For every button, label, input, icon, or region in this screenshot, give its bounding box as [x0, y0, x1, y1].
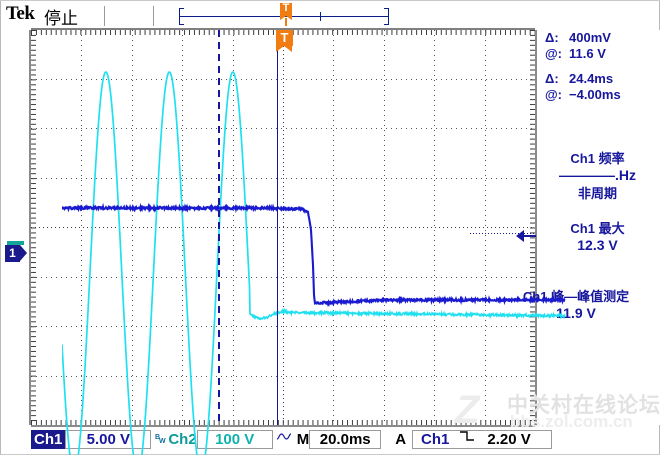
ch1-ground-marker[interactable]: 1 — [5, 245, 27, 262]
frame-left-edge — [0, 0, 1, 455]
voltage-cursor-at-row: @: 11.6 V — [545, 46, 621, 61]
time-cursor-solid[interactable] — [277, 30, 278, 425]
oscilloscope-screen: Tek 停止 T — [0, 0, 660, 455]
ch1-waveform-trace — [62, 207, 565, 304]
record-view-left-cap-top — [179, 8, 184, 9]
topbar-divider-1 — [104, 6, 105, 26]
trigger-icon-stem — [285, 18, 287, 26]
trigger-icon-label: T — [280, 2, 292, 15]
cursor-arrow-shaft — [522, 235, 536, 237]
record-view-right-cap-bottom — [384, 24, 389, 25]
voltage-delta-value: 400mV — [569, 30, 611, 45]
topbar-divider-2 — [153, 6, 154, 26]
voltage-delta-label: Δ: — [545, 30, 569, 45]
waveform-canvas — [62, 60, 566, 455]
voltage-cursor-arrow[interactable] — [516, 230, 536, 242]
tek-brand-logo: Tek — [6, 3, 34, 25]
trigger-marker-label: T — [276, 30, 293, 46]
trigger-position-marker[interactable]: T — [276, 30, 293, 54]
top-status-bar: Tek 停止 T — [1, 1, 659, 28]
trigger-marker-notch — [276, 46, 292, 52]
voltage-at-label: @: — [545, 46, 569, 61]
voltage-cursor-delta-row: Δ: 400mV — [545, 30, 621, 45]
record-view-left-cap — [179, 8, 180, 25]
ch1-marker-tip — [20, 245, 27, 261]
ch1-marker-label: 1 — [5, 245, 20, 262]
status-ch1-label[interactable]: Ch1 — [31, 430, 65, 449]
record-view-left-cap-bottom — [179, 24, 184, 25]
voltage-at-value: 11.6 V — [569, 46, 606, 61]
trigger-position-icon-top[interactable]: T — [280, 3, 292, 25]
time-cursor-dashed[interactable] — [218, 30, 220, 425]
graticule-area[interactable] — [31, 30, 535, 425]
cursor-arrow-head — [516, 230, 524, 242]
acquisition-state[interactable]: 停止 — [44, 4, 78, 29]
record-view-tick — [320, 12, 321, 21]
time-at-value: −4.00ms — [569, 87, 621, 102]
grid-left-tick-ladder — [31, 30, 36, 425]
time-delta-value: 24.4ms — [569, 71, 613, 86]
record-view-right-cap-top — [384, 8, 389, 9]
record-view-right-cap — [388, 8, 389, 25]
